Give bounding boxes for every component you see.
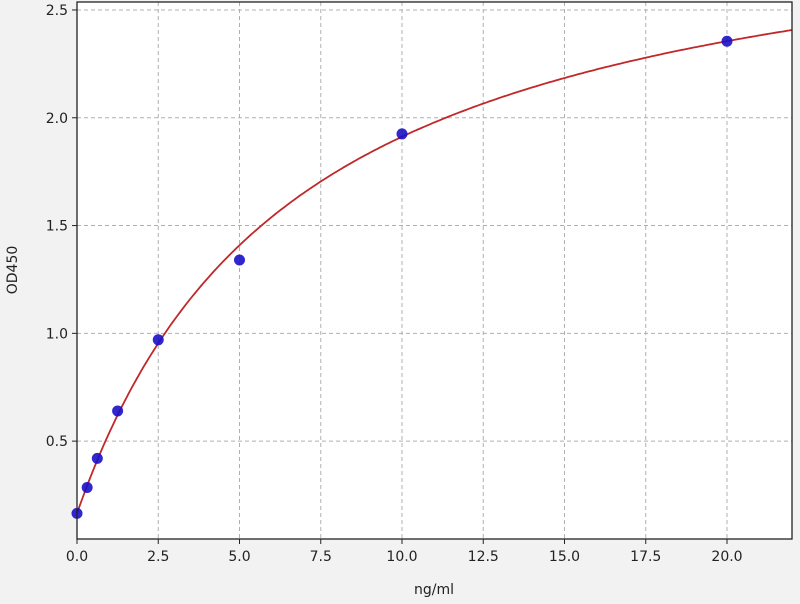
data-point bbox=[112, 405, 124, 417]
x-tick-label: 17.5 bbox=[630, 549, 661, 565]
y-axis-label: OD450 bbox=[5, 246, 21, 295]
x-axis-label: ng/ml bbox=[414, 582, 454, 598]
y-tick-label: 1.5 bbox=[46, 219, 68, 235]
x-tick-label: 15.0 bbox=[549, 549, 580, 565]
data-point bbox=[152, 334, 164, 346]
x-tick-label: 10.0 bbox=[386, 549, 417, 565]
plot-frame bbox=[76, 1, 793, 540]
data-point bbox=[91, 452, 103, 464]
data-point bbox=[234, 254, 245, 266]
data-point bbox=[396, 128, 408, 140]
y-tick-label: 2.5 bbox=[46, 3, 68, 19]
x-tick-label: 7.5 bbox=[310, 549, 332, 565]
fit-curve-group bbox=[76, 29, 793, 514]
y-axis-ticks: 0.5 1.0 1.5 2.0 2.5 bbox=[46, 3, 77, 450]
fit-curve bbox=[76, 29, 793, 514]
plot-area bbox=[77, 2, 792, 539]
data-point bbox=[721, 35, 733, 47]
y-tick-label: 2.0 bbox=[46, 111, 68, 127]
x-tick-label: 5.0 bbox=[228, 549, 250, 565]
y-tick-label: 0.5 bbox=[46, 434, 68, 450]
x-axis-ticks: 0.0 2.5 5.0 7.5 10.0 12.5 15.0 17.5 20.0 bbox=[66, 539, 743, 565]
y-tick-label: 1.0 bbox=[46, 326, 68, 342]
data-points bbox=[71, 35, 733, 519]
x-tick-label: 2.5 bbox=[147, 549, 169, 565]
x-tick-label: 0.0 bbox=[66, 549, 88, 565]
x-tick-label: 20.0 bbox=[711, 549, 742, 565]
grid bbox=[77, 2, 792, 539]
data-point bbox=[81, 481, 93, 493]
x-tick-label: 12.5 bbox=[468, 549, 499, 565]
